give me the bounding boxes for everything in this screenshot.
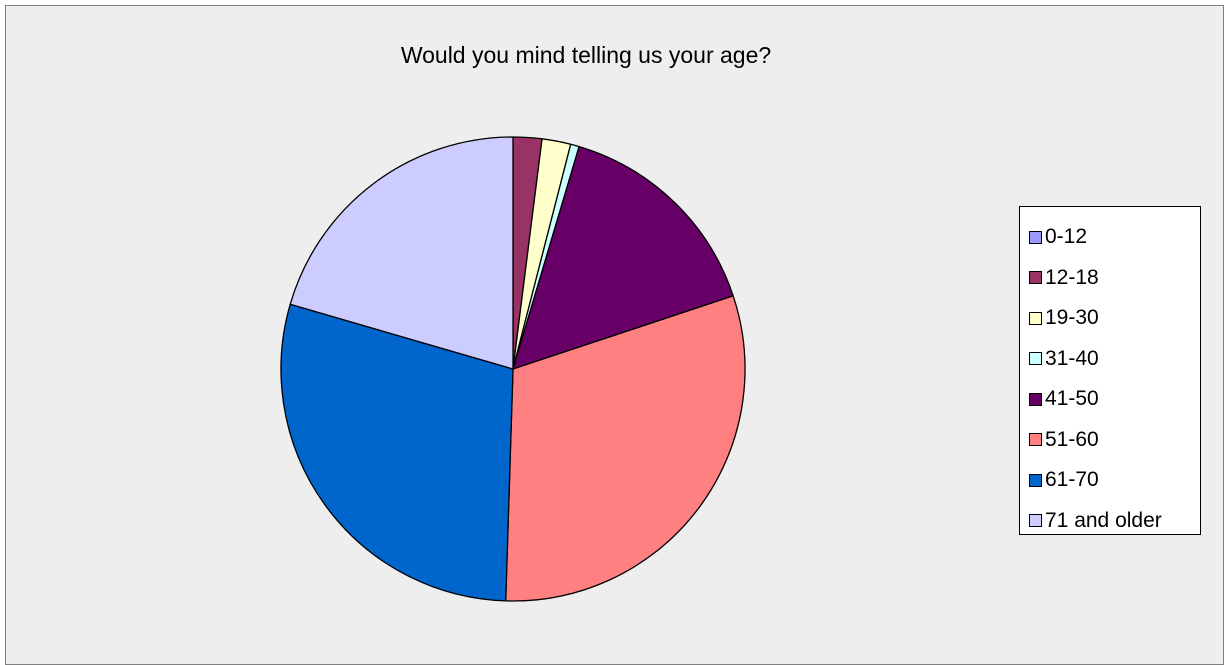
- chart-legend: 0-12 12-18 19-30 31-40 41-50 51-60 61-70 71 and…: [1019, 206, 1201, 535]
- legend-swatch: [1029, 230, 1042, 244]
- legend-label: 12-18: [1045, 265, 1099, 289]
- pie-slice-71-and-older: [289, 136, 514, 370]
- legend-label: 61-70: [1045, 468, 1099, 492]
- legend-item-12-18: 12-18: [1020, 258, 1200, 299]
- legend-label: 41-50: [1045, 387, 1099, 411]
- legend-item-71-and-older: 71 and older: [1020, 501, 1200, 542]
- legend-swatch: [1029, 311, 1042, 325]
- chart-area: Would you mind telling us your age? 0-12…: [5, 5, 1224, 665]
- legend-swatch: [1029, 514, 1042, 528]
- legend-label: 71 and older: [1045, 508, 1162, 532]
- legend-label: 19-30: [1045, 306, 1099, 330]
- legend-swatch: [1029, 392, 1042, 406]
- legend-item-61-70: 61-70: [1020, 460, 1200, 501]
- legend-item-31-40: 31-40: [1020, 339, 1200, 380]
- pie-chart: [280, 136, 746, 602]
- legend-swatch: [1029, 433, 1042, 447]
- pie-slice-51-60: [505, 295, 746, 602]
- legend-swatch: [1029, 473, 1042, 487]
- legend-label: 31-40: [1045, 346, 1099, 370]
- legend-swatch: [1029, 271, 1042, 285]
- legend-item-51-60: 51-60: [1020, 420, 1200, 461]
- legend-label: 0-12: [1045, 225, 1088, 249]
- legend-label: 51-60: [1045, 427, 1099, 451]
- legend-swatch: [1029, 352, 1042, 366]
- legend-item-0-12: 0-12: [1020, 217, 1200, 258]
- legend-item-19-30: 19-30: [1020, 298, 1200, 339]
- chart-title: Would you mind telling us your age?: [400, 42, 772, 68]
- legend-item-41-50: 41-50: [1020, 379, 1200, 420]
- pie-slice-61-70: [280, 303, 514, 602]
- pie-slice-41-50: [512, 145, 734, 370]
